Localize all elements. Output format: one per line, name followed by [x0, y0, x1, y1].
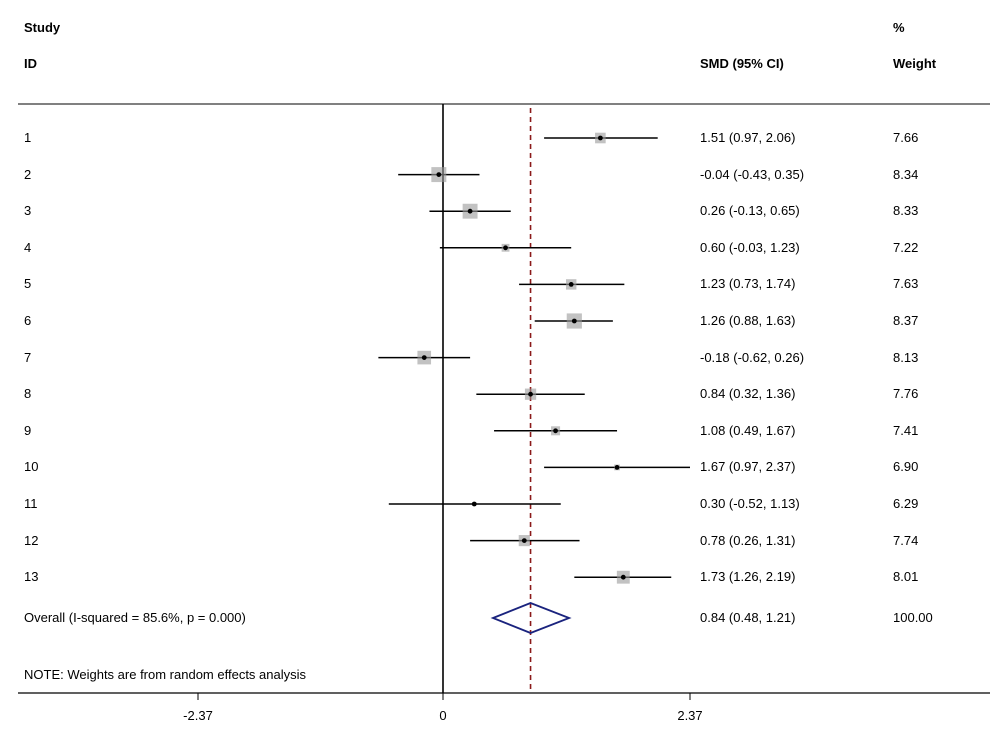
point-estimate	[571, 318, 577, 324]
study-ci: 1.08 (0.49, 1.67)	[700, 422, 796, 438]
study-ci: 0.30 (-0.52, 1.13)	[700, 496, 800, 511]
point-estimate	[620, 574, 626, 580]
point-estimate	[553, 428, 558, 434]
x-tick-label: 2.37	[677, 708, 702, 723]
overall-ci: 0.84 (0.48, 1.21)	[700, 610, 796, 625]
study-ci: 1.26 (0.88, 1.63)	[700, 313, 796, 328]
point-estimate	[521, 538, 527, 543]
study-weight: 7.41	[893, 422, 919, 438]
point-estimate	[436, 172, 442, 178]
study-ci: 0.78 (0.26, 1.31)	[700, 532, 796, 548]
overall-label: Overall (I-squared = 85.6%, p = 0.000)	[24, 610, 246, 625]
overall-weight: 100.00	[893, 610, 933, 625]
study-id: 10	[24, 459, 39, 475]
point-estimate	[467, 208, 473, 214]
study-id: 13	[24, 569, 39, 585]
header-study: Study	[24, 20, 61, 35]
x-tick-label: 0	[439, 708, 446, 723]
study-weight: 8.01	[893, 569, 919, 585]
study-weight: 8.34	[893, 166, 919, 182]
study-weight: 7.76	[893, 386, 919, 402]
study-ci: 1.23 (0.73, 1.74)	[700, 276, 796, 292]
study-weight: 6.29	[893, 496, 919, 511]
study-weight: 7.63	[893, 276, 919, 292]
point-estimate	[597, 135, 603, 141]
header-id: ID	[24, 56, 37, 71]
study-ci: 1.73 (1.26, 2.19)	[700, 569, 796, 585]
study-weight: 7.22	[893, 239, 919, 255]
study-id: 2	[24, 166, 32, 182]
study-ci: 0.26 (-0.13, 0.65)	[700, 203, 800, 219]
study-weight: 8.13	[893, 349, 919, 365]
study-id: 5	[24, 276, 32, 292]
study-ci: 1.67 (0.97, 2.37)	[700, 459, 796, 475]
study-ci: -0.04 (-0.43, 0.35)	[700, 166, 805, 182]
point-estimate	[471, 501, 477, 507]
header-weight: Weight	[893, 56, 937, 71]
x-tick-label: -2.37	[183, 708, 213, 723]
point-estimate	[421, 355, 427, 360]
study-id: 4	[24, 239, 32, 255]
study-id: 11	[24, 496, 38, 511]
study-weight: 8.33	[893, 203, 919, 219]
study-ci: 1.51 (0.97, 2.06)	[700, 130, 796, 145]
study-id: 7	[24, 349, 32, 365]
study-ci: 0.60 (-0.03, 1.23)	[700, 239, 800, 255]
study-weight: 6.90	[893, 459, 919, 475]
header-smd: SMD (95% CI)	[700, 56, 784, 71]
study-id: 12	[24, 532, 39, 548]
study-id: 8	[24, 386, 32, 402]
header-pct: %	[893, 20, 905, 35]
study-id: 9	[24, 422, 32, 438]
study-weight: 7.74	[893, 532, 919, 548]
overall-diamond	[490, 602, 572, 634]
point-estimate	[503, 245, 508, 251]
study-id: 1	[24, 130, 32, 145]
point-estimate	[614, 465, 620, 470]
study-id: 3	[24, 203, 32, 219]
study-ci: 0.84 (0.32, 1.36)	[700, 386, 796, 402]
weights-note: NOTE: Weights are from random effects an…	[24, 667, 307, 682]
point-estimate	[568, 282, 574, 287]
study-weight: 7.66	[893, 130, 919, 145]
study-ci: -0.18 (-0.62, 0.26)	[700, 349, 805, 365]
point-estimate	[528, 391, 533, 397]
study-weight: 8.37	[893, 313, 919, 328]
study-id: 6	[24, 313, 32, 328]
